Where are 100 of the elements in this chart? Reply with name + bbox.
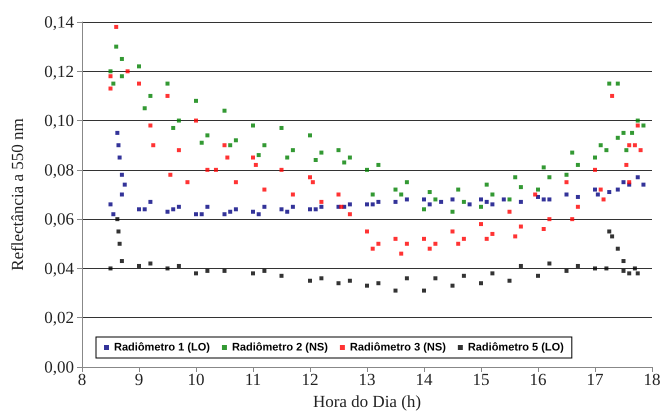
- y-tick-label: 0,10: [44, 111, 74, 130]
- point: [564, 192, 568, 196]
- point: [518, 264, 523, 268]
- point: [120, 172, 124, 177]
- point: [234, 207, 238, 212]
- point: [370, 202, 375, 206]
- point: [394, 200, 398, 204]
- point: [194, 212, 198, 216]
- point: [616, 188, 620, 192]
- point: [308, 278, 312, 283]
- point: [142, 207, 147, 212]
- point: [222, 212, 226, 216]
- x-tick-label: 17: [586, 370, 604, 389]
- x-tick-label: 12: [302, 370, 318, 389]
- point: [576, 194, 580, 199]
- point: [262, 204, 266, 209]
- point: [290, 204, 295, 209]
- y-tick-label: 0,08: [44, 160, 74, 180]
- point: [116, 143, 120, 148]
- point: [422, 197, 426, 202]
- y-tick-label: 0,12: [44, 62, 74, 81]
- point: [502, 197, 506, 202]
- point: [118, 242, 122, 246]
- point: [636, 271, 640, 276]
- point: [319, 204, 324, 209]
- point: [508, 278, 512, 283]
- point: [547, 197, 552, 202]
- point: [108, 202, 112, 206]
- point: [428, 202, 432, 206]
- point: [547, 262, 552, 266]
- point: [484, 200, 489, 204]
- point: [256, 212, 261, 216]
- x-tick-label: 8: [78, 370, 86, 389]
- point: [137, 264, 141, 268]
- legend-label: Radiômetro 3 (NS): [350, 342, 446, 354]
- point: [365, 202, 369, 206]
- point: [542, 197, 546, 202]
- point: [200, 212, 204, 216]
- point: [607, 229, 612, 234]
- legend-label: Radiômetro 1 (LO): [114, 342, 210, 354]
- point: [490, 202, 494, 206]
- point: [262, 268, 266, 273]
- point: [490, 271, 494, 276]
- point: [593, 188, 597, 192]
- point: [450, 284, 454, 288]
- point: [468, 202, 472, 206]
- legend-label: Radiômetro 2 (NS): [232, 342, 328, 354]
- point: [518, 200, 523, 204]
- point: [576, 264, 580, 268]
- point: [137, 207, 141, 212]
- point: [116, 229, 120, 234]
- point: [280, 274, 284, 278]
- y-tick-label: 0,02: [44, 308, 74, 328]
- point: [336, 281, 340, 286]
- point: [148, 262, 152, 266]
- point: [622, 180, 626, 184]
- point: [404, 197, 409, 202]
- point: [166, 266, 170, 270]
- point: [348, 202, 352, 206]
- point: [376, 281, 380, 286]
- point: [404, 276, 409, 280]
- point: [166, 210, 170, 214]
- point: [285, 210, 290, 214]
- point: [171, 207, 176, 212]
- y-tick-label: 0,00: [44, 358, 74, 376]
- x-tick-label: 18: [644, 370, 660, 389]
- x-tick-label: 14: [416, 370, 433, 389]
- point: [118, 156, 122, 160]
- point: [641, 182, 646, 187]
- point: [251, 210, 255, 214]
- point: [536, 274, 540, 278]
- point: [194, 271, 198, 276]
- point: [479, 197, 483, 202]
- point: [348, 278, 352, 283]
- point: [636, 175, 640, 180]
- point: [616, 246, 620, 251]
- point: [433, 276, 438, 280]
- x-axis-title: Hora do Dia (h): [312, 392, 422, 411]
- point: [205, 204, 210, 209]
- point: [450, 197, 454, 202]
- point: [604, 266, 608, 270]
- point: [365, 284, 369, 288]
- point: [308, 207, 312, 212]
- y-tick-label: 0,04: [44, 258, 74, 278]
- x-tick-label: 11: [244, 370, 262, 389]
- point: [610, 234, 614, 238]
- point: [205, 268, 210, 273]
- point: [319, 276, 324, 280]
- point: [439, 200, 444, 204]
- point: [607, 190, 612, 194]
- point: [632, 266, 637, 270]
- point: [148, 200, 152, 204]
- x-tick-label: 10: [188, 370, 204, 389]
- x-tick-label: 13: [358, 370, 376, 389]
- point: [479, 281, 483, 286]
- x-tick-label: 16: [530, 370, 546, 389]
- point: [120, 259, 124, 264]
- point: [593, 266, 597, 270]
- point: [376, 200, 380, 204]
- point: [122, 182, 127, 187]
